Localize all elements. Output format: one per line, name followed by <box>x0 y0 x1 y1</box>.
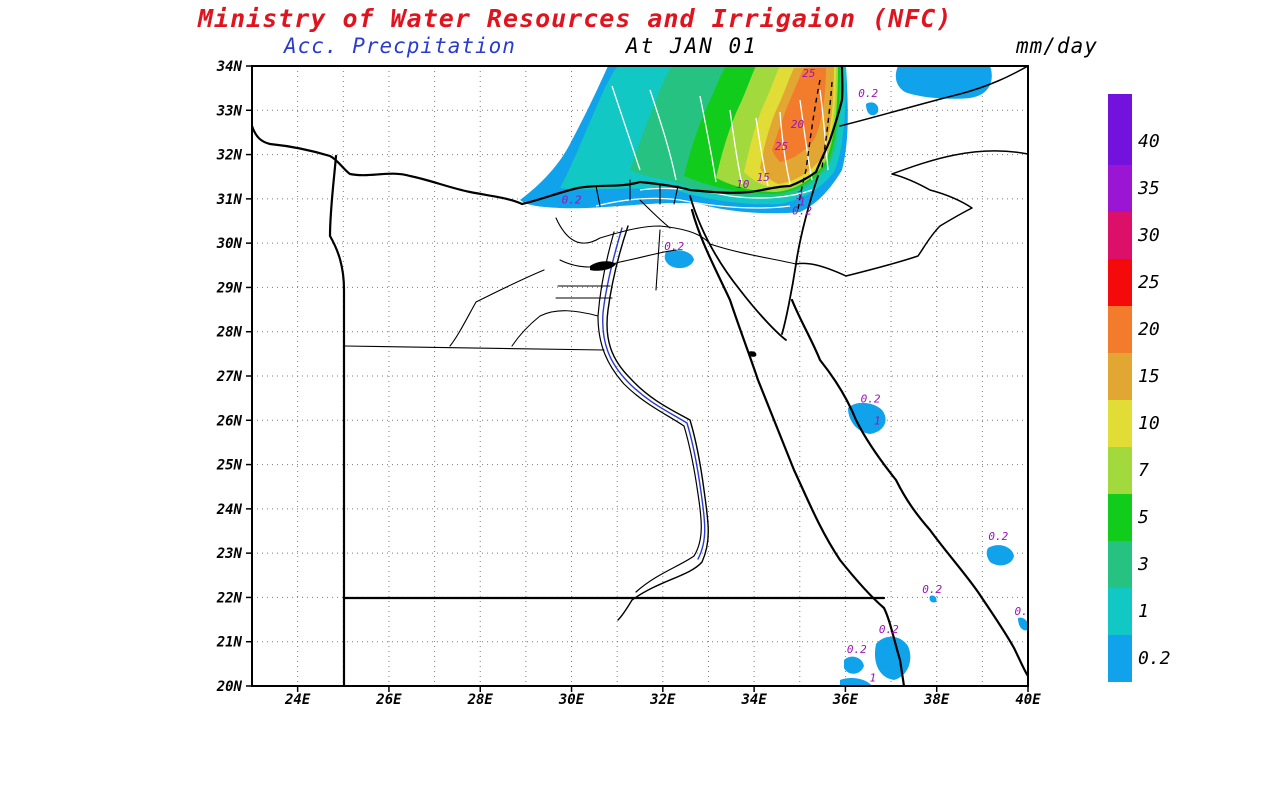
contour-label: 1 <box>799 196 806 209</box>
lon-tick-label: 36E <box>832 692 859 708</box>
contour-label: 0.2 <box>879 623 899 636</box>
lat-tick-label: 22N <box>216 590 243 606</box>
contour-label: 1 <box>869 672 876 685</box>
colorbar-label: 0.2 <box>1138 648 1171 669</box>
precipitation-shading <box>520 66 1028 686</box>
colorbar-segment <box>1108 447 1132 494</box>
map-subtitle: Acc. Precpitation <box>284 34 516 58</box>
colorbar-segment <box>1108 635 1132 682</box>
contour-label: 0.2 <box>664 240 684 253</box>
lat-tick-label: 33N <box>216 103 243 119</box>
lat-tick-label: 31N <box>216 192 243 208</box>
latitude-axis: 34N 33N 32N 31N 30N 29N 28N 27N 26N 25N 24N 23N 22N 2… <box>216 59 252 695</box>
longitude-axis: 24E 26E 28E 30E 32E 34E 36E 38E 40E <box>284 686 1041 708</box>
lat-tick-label: 23N <box>216 546 243 562</box>
colorbar-segment <box>1108 306 1132 353</box>
lon-tick-label: 30E <box>558 692 585 708</box>
lon-tick-label: 28E <box>467 692 494 708</box>
colorbar-segment <box>1108 259 1132 306</box>
colorbar-label: 35 <box>1137 178 1160 199</box>
lat-tick-label: 32N <box>216 148 243 164</box>
colorbar-label: 40 <box>1138 131 1160 152</box>
colorbar-label: 25 <box>1138 272 1160 293</box>
colorbar-segment <box>1108 118 1132 165</box>
map-title: Ministry of Water Resources and Irrigaio… <box>198 4 953 33</box>
colorbar-label: 7 <box>1138 460 1149 481</box>
contour-label: 1 <box>874 415 881 428</box>
contour-label: 0.2 <box>562 193 582 206</box>
lat-tick-label: 20N <box>216 679 243 695</box>
colorbar-label: 5 <box>1138 507 1149 528</box>
country-borders <box>252 66 1028 686</box>
lat-tick-label: 27N <box>216 369 243 385</box>
lat-tick-label: 30N <box>216 236 243 252</box>
colorbar-label: 3 <box>1137 554 1149 575</box>
lat-tick-label: 26N <box>216 413 243 429</box>
map-date: At JAN 01 <box>626 34 758 58</box>
colorbar-segment <box>1108 353 1132 400</box>
contour-label: 20 <box>791 118 805 131</box>
lon-tick-label: 26E <box>375 692 402 708</box>
colorbar-segment <box>1108 94 1132 118</box>
lon-tick-label: 32E <box>649 692 676 708</box>
lat-tick-label: 21N <box>216 635 243 651</box>
lon-tick-label: 38E <box>923 692 950 708</box>
contour-label: 0.2 <box>858 87 878 100</box>
contour-label: 3 <box>795 189 803 202</box>
colorbar-segment <box>1108 400 1132 447</box>
colorbar-segment <box>1108 541 1132 588</box>
lat-tick-label: 25N <box>216 458 243 474</box>
colorbar-segment <box>1108 212 1132 259</box>
colorbar-segment <box>1108 588 1132 635</box>
colorbar-label: 1 <box>1138 601 1149 622</box>
colorbar-label: 10 <box>1138 413 1160 434</box>
lon-tick-label: 40E <box>1015 692 1041 708</box>
contour-label: 0.2 <box>792 204 812 217</box>
lon-tick-label: 24E <box>284 692 311 708</box>
colorbar: 40 35 30 25 20 15 10 7 5 3 1 0.2 <box>1108 94 1171 682</box>
lon-tick-label: 34E <box>740 692 767 708</box>
colorbar-label: 15 <box>1138 366 1160 387</box>
lat-tick-label: 29N <box>216 280 243 296</box>
lat-tick-label: 34N <box>216 59 243 75</box>
contour-label: 0. <box>1015 605 1028 618</box>
contour-labels: 2520251510310.20.20.20.20.210.20.20.0.20… <box>562 67 1028 685</box>
colorbar-segment <box>1108 165 1132 212</box>
contour-dashes <box>797 79 833 211</box>
contour-label: 0.2 <box>922 583 942 596</box>
contour-label: 25 <box>802 67 815 80</box>
colorbar-label: 20 <box>1138 319 1160 340</box>
contour-label: 0.2 <box>847 643 867 656</box>
contour-label: 25 <box>775 140 788 153</box>
contour-label: 0.2 <box>988 530 1008 543</box>
lat-tick-label: 28N <box>216 325 243 341</box>
contour-label: 10 <box>736 178 750 191</box>
units-label: mm/day <box>1016 34 1098 58</box>
lat-tick-label: 24N <box>216 502 243 518</box>
colorbar-segment <box>1108 494 1132 541</box>
contour-label: 0.2 <box>861 393 881 406</box>
colorbar-label: 30 <box>1137 225 1160 246</box>
contour-label: 15 <box>757 171 770 184</box>
